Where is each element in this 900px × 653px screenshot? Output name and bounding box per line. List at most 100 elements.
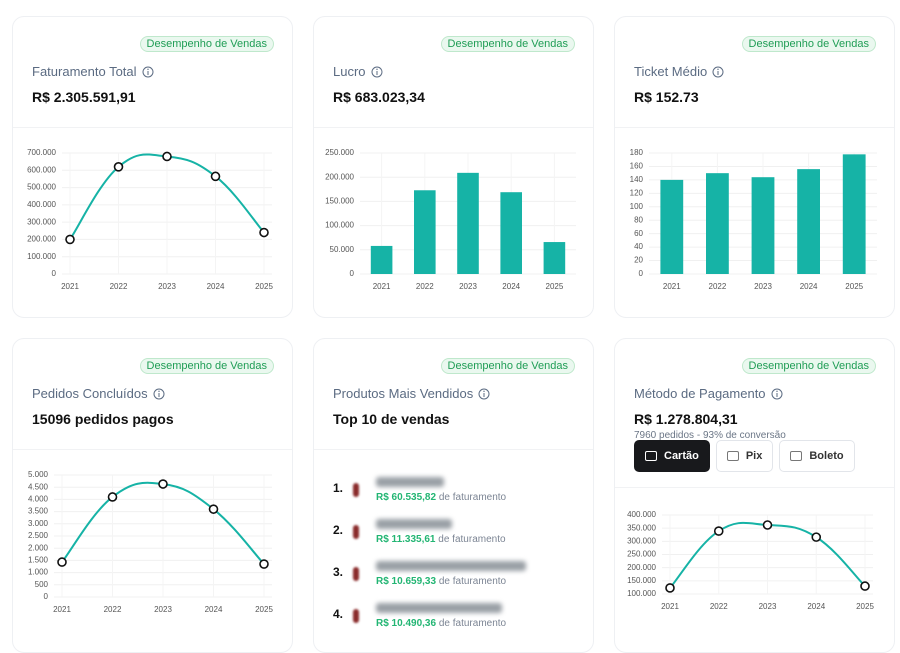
info-icon xyxy=(712,66,724,77)
card-value: 15096 pedidos pagos xyxy=(32,411,174,427)
point xyxy=(713,526,724,536)
point xyxy=(259,227,269,238)
point xyxy=(860,581,870,591)
x-tick-label: 2023 xyxy=(754,282,772,291)
revenue-suffix: de faturamento xyxy=(438,576,507,587)
x-tick-label: 2021 xyxy=(61,282,79,291)
card-title: Pedidos Concluídos xyxy=(32,386,165,401)
product-rank: 3. xyxy=(333,565,344,579)
product-name-blurred xyxy=(376,519,452,529)
bar xyxy=(370,245,393,274)
payment-button[interactable]: Pix xyxy=(715,440,774,472)
product-revenue: R$ 10.659,33 de faturamento xyxy=(376,576,506,587)
payment-button[interactable]: Boleto xyxy=(779,440,855,472)
y-tick-label: 3.000 xyxy=(28,519,49,528)
card-title: Ticket Médio xyxy=(634,64,724,79)
y-tick-label: 2.000 xyxy=(28,543,49,552)
title-text: Produtos Mais Vendidos xyxy=(333,386,474,401)
revenue-suffix: de faturamento xyxy=(438,618,507,629)
card-value: R$ 683.023,34 xyxy=(333,89,425,105)
x-tick-label: 2025 xyxy=(856,602,874,611)
badge: Desempenho de Vendas xyxy=(741,358,876,374)
product-row: 2. R$ 11.335,61 de faturamento xyxy=(333,519,583,553)
badge: Desempenho de Vendas xyxy=(440,36,575,52)
y-tick-label: 160 xyxy=(630,162,644,171)
card-value: R$ 2.305.591,91 xyxy=(32,89,136,105)
y-tick-label: 120 xyxy=(630,188,644,197)
x-tick-label: 2021 xyxy=(661,602,679,611)
revenue-value: R$ 11.335,61 xyxy=(376,534,436,545)
divider xyxy=(13,127,292,128)
x-tick-label: 2021 xyxy=(373,282,391,291)
y-tick-label: 5.000 xyxy=(28,470,49,479)
revenue-suffix: de faturamento xyxy=(438,534,506,545)
bar xyxy=(751,177,775,274)
card-value: R$ 1.278.804,31 xyxy=(634,411,738,427)
y-tick-label: 0 xyxy=(350,269,355,278)
y-tick-label: 300.000 xyxy=(627,536,656,545)
badge: Desempenho de Vendas xyxy=(440,358,575,374)
product-name-blurred xyxy=(376,477,444,487)
y-tick-label: 50.000 xyxy=(330,245,355,254)
divider xyxy=(314,127,593,128)
y-tick-label: 700.000 xyxy=(27,148,56,157)
point xyxy=(210,171,221,182)
y-tick-label: 100.000 xyxy=(325,221,354,230)
card-value: Top 10 de vendas xyxy=(333,411,450,427)
chart: 100.000 150.000 200.000 250.000 300.000 350.0… xyxy=(627,510,874,611)
y-tick-label: 0 xyxy=(52,269,57,278)
x-tick-label: 2025 xyxy=(255,282,273,291)
info-icon xyxy=(771,388,783,399)
x-tick-label: 2024 xyxy=(205,605,223,614)
bar xyxy=(660,179,684,274)
chart: 0 500 1.000 1.500 2.000 2.500 3.000 3.500 4.000 4… xyxy=(28,470,273,614)
y-tick-label: 4.500 xyxy=(28,482,49,491)
x-tick-label: 2022 xyxy=(710,602,728,611)
info-icon xyxy=(153,388,165,399)
x-tick-label: 2022 xyxy=(416,282,434,291)
card: Desempenho de Vendas Lucro R$ 683.023,34 0 5… xyxy=(313,16,594,318)
card-title: Lucro xyxy=(333,64,383,79)
revenue-value: R$ 10.659,33 xyxy=(376,576,437,587)
bar xyxy=(842,154,866,274)
y-tick-label: 200.000 xyxy=(27,235,56,244)
revenue-value: R$ 60.535,82 xyxy=(376,492,437,503)
divider xyxy=(314,449,593,450)
bar xyxy=(457,172,479,274)
point xyxy=(208,504,219,514)
badge: Desempenho de Vendas xyxy=(139,358,274,374)
product-row: 1. R$ 60.535,82 de faturamento xyxy=(333,477,583,511)
y-tick-label: 20 xyxy=(634,256,643,265)
x-tick-label: 2024 xyxy=(207,282,225,291)
point xyxy=(107,492,118,502)
y-tick-label: 100.000 xyxy=(27,252,56,261)
card-title: Faturamento Total xyxy=(32,64,154,79)
button-icon xyxy=(645,451,657,461)
product-name-blurred xyxy=(376,561,526,571)
button-icon xyxy=(726,451,739,461)
product-rank: 2. xyxy=(333,523,344,537)
x-tick-label: 2023 xyxy=(459,282,477,291)
bar xyxy=(797,169,820,274)
payment-button[interactable]: Cartão xyxy=(634,440,710,472)
bar xyxy=(543,242,566,274)
x-tick-label: 2024 xyxy=(800,282,818,291)
y-tick-label: 4.000 xyxy=(28,495,49,504)
point xyxy=(811,532,822,542)
card-title: Produtos Mais Vendidos xyxy=(333,386,490,401)
y-tick-label: 0 xyxy=(639,269,644,278)
y-tick-label: 150.000 xyxy=(627,576,656,585)
card-value: R$ 152.73 xyxy=(634,89,699,105)
point xyxy=(162,151,172,162)
divider xyxy=(615,127,894,128)
y-tick-label: 250.000 xyxy=(325,148,354,157)
y-tick-label: 150.000 xyxy=(325,197,354,206)
product-image xyxy=(353,525,359,539)
y-tick-label: 100.000 xyxy=(627,589,656,598)
y-tick-label: 0 xyxy=(44,592,49,601)
x-tick-label: 2021 xyxy=(53,605,71,614)
x-tick-label: 2024 xyxy=(502,282,520,291)
product-rank: 1. xyxy=(333,481,344,495)
x-tick-label: 2021 xyxy=(663,282,681,291)
